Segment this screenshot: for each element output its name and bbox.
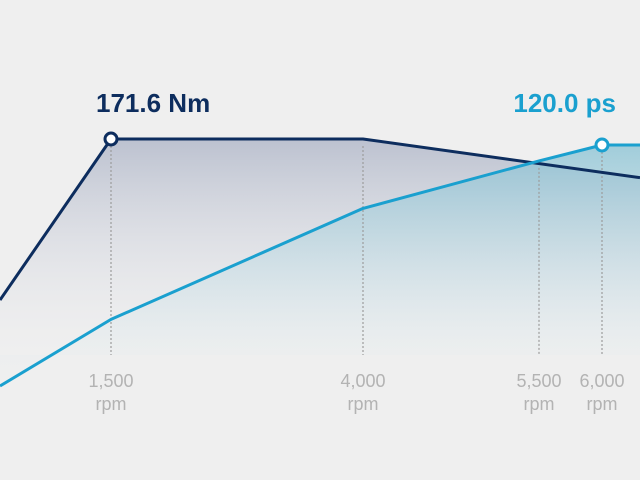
torque-peak-marker (103, 131, 119, 147)
tick-value-1: 4,000 (340, 371, 385, 391)
tick-unit-1: rpm (348, 394, 379, 414)
tick-unit-3: rpm (587, 394, 618, 414)
power-peak-label: 120.0 ps (513, 88, 616, 118)
torque-peak-label: 171.6 Nm (96, 88, 210, 118)
power-peak-marker (594, 137, 610, 153)
tick-unit-2: rpm (524, 394, 555, 414)
torque-curve (0, 137, 640, 301)
tick-value-2: 5,500 (516, 371, 561, 391)
tick-value-0: 1,500 (88, 371, 133, 391)
tick-value-3: 6,000 (579, 371, 624, 391)
tick-unit-0: rpm (96, 394, 127, 414)
power-area (0, 145, 640, 386)
